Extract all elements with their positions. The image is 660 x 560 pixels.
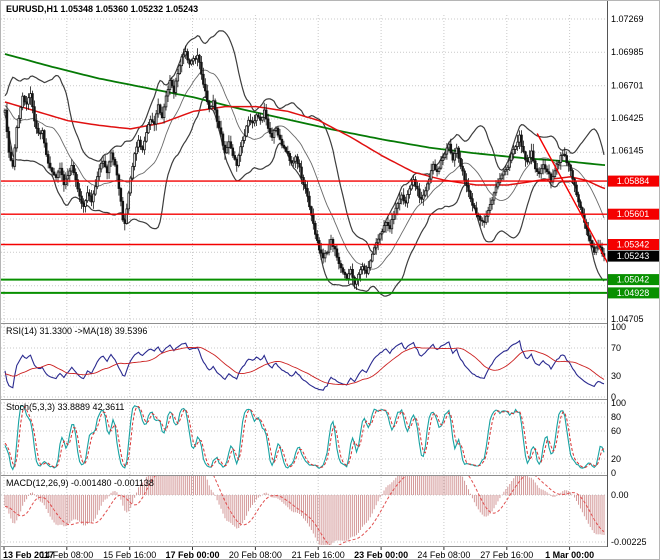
candlestick-series — [3, 45, 606, 290]
svg-text:0.00: 0.00 — [611, 490, 629, 500]
svg-text:0: 0 — [611, 468, 616, 478]
macd-panel — [4, 476, 605, 545]
svg-text:17 Feb 00:00: 17 Feb 00:00 — [165, 550, 219, 560]
svg-text:100: 100 — [611, 322, 626, 332]
svg-text:21 Feb 16:00: 21 Feb 16:00 — [292, 550, 345, 560]
chart-ohlc-readout: EURUSD,H1 1.05348 1.05360 1.05232 1.0524… — [6, 4, 199, 14]
rsi-panel — [4, 339, 605, 391]
svg-text:1.05601: 1.05601 — [617, 209, 650, 219]
svg-text:-0.00225: -0.00225 — [611, 537, 647, 547]
svg-text:0: 0 — [611, 392, 616, 402]
svg-text:1.05342: 1.05342 — [617, 240, 650, 250]
grid-lines — [1, 15, 607, 546]
panel-separators — [1, 323, 659, 547]
svg-text:27 Feb 16:00: 27 Feb 16:00 — [480, 550, 533, 560]
svg-text:20 Feb 08:00: 20 Feb 08:00 — [229, 550, 282, 560]
svg-text:80: 80 — [611, 412, 621, 422]
stoch-panel — [4, 405, 605, 471]
svg-text:60: 60 — [611, 426, 621, 436]
svg-text:70: 70 — [611, 343, 621, 353]
support-resistance-lines[interactable] — [1, 180, 607, 294]
ma-fast-line — [4, 101, 606, 190]
svg-text:1.07269: 1.07269 — [611, 14, 644, 24]
trendline[interactable] — [536, 133, 608, 264]
svg-text:1.05243: 1.05243 — [617, 251, 650, 261]
svg-text:23 Feb 00:00: 23 Feb 00:00 — [354, 550, 408, 560]
stoch-indicator-label: Stoch(5,3,3) 33.8889 42.3611 — [6, 402, 125, 412]
svg-text:1.06145: 1.06145 — [611, 146, 644, 156]
macd-indicator-label: MACD(12,26,9) -0.001480 -0.001138 — [6, 478, 154, 488]
svg-text:15 Feb 16:00: 15 Feb 16:00 — [103, 550, 156, 560]
svg-text:30: 30 — [611, 371, 621, 381]
svg-text:24 Feb 08:00: 24 Feb 08:00 — [417, 550, 470, 560]
svg-text:1.04705: 1.04705 — [611, 314, 644, 324]
svg-text:1 Mar 00:00: 1 Mar 00:00 — [545, 550, 594, 560]
svg-text:13 Feb 2017: 13 Feb 2017 — [3, 550, 54, 560]
svg-text:14 Feb 08:00: 14 Feb 08:00 — [40, 550, 93, 560]
svg-text:1.04928: 1.04928 — [617, 288, 650, 298]
svg-text:1.06985: 1.06985 — [611, 47, 644, 57]
svg-text:1.06425: 1.06425 — [611, 113, 644, 123]
svg-text:20: 20 — [611, 454, 621, 464]
svg-text:1.05884: 1.05884 — [617, 176, 650, 186]
svg-text:1.05042: 1.05042 — [617, 275, 650, 285]
rsi-indicator-label: RSI(14) 31.3300 ->MA(18) 39.5396 — [6, 326, 148, 336]
svg-text:1.06701: 1.06701 — [611, 81, 644, 91]
ma-slow-line — [4, 53, 606, 166]
svg-text:100: 100 — [611, 398, 626, 408]
